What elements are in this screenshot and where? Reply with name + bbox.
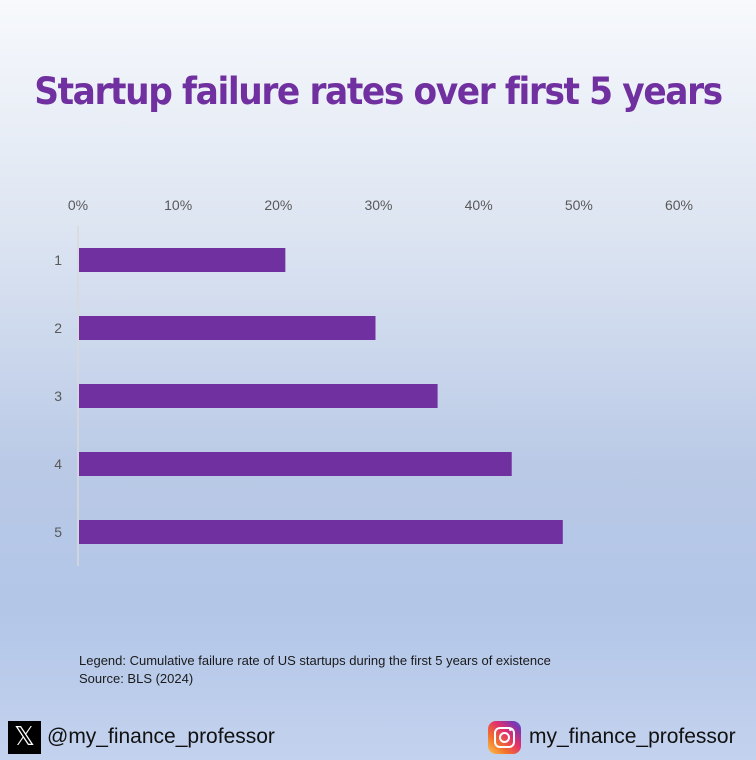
bar-year-1 <box>79 248 286 272</box>
x-logo-icon: 𝕏 <box>8 720 41 754</box>
x-tick-label: 50% <box>565 197 593 213</box>
bar-year-5 <box>79 520 563 544</box>
y-axis-ticks: 1 2 3 4 5 <box>54 252 62 540</box>
y-tick-label: 5 <box>54 524 62 540</box>
legend-note: Legend: Cumulative failure rate of US st… <box>79 652 551 688</box>
x-tick-label: 0% <box>68 197 88 213</box>
y-tick-label: 3 <box>54 388 62 404</box>
instagram-icon <box>488 720 521 754</box>
x-tick-label: 10% <box>164 197 192 213</box>
bar-year-3 <box>79 384 438 408</box>
instagram-handle[interactable]: my_finance_professor <box>488 720 736 754</box>
y-tick-label: 2 <box>54 320 62 336</box>
x-tick-label: 60% <box>665 197 693 213</box>
bars <box>79 248 563 544</box>
instagram-handle-text: my_finance_professor <box>529 725 736 748</box>
bar-year-2 <box>79 316 376 340</box>
bar-year-4 <box>79 452 512 476</box>
x-handle-text: @my_finance_professor <box>47 725 275 748</box>
legend-text: Legend: Cumulative failure rate of US st… <box>79 653 551 668</box>
x-tick-label: 40% <box>465 197 493 213</box>
y-tick-label: 4 <box>54 456 62 472</box>
x-handle[interactable]: 𝕏 @my_finance_professor <box>8 720 275 754</box>
bar-chart: 0% 10% 20% 30% 40% 50% 60% 1 2 3 4 5 <box>54 197 693 566</box>
y-tick-label: 1 <box>54 252 62 268</box>
source-text: Source: BLS (2024) <box>79 671 194 686</box>
chart-title: Startup failure rates over first 5 years <box>34 70 723 113</box>
x-tick-label: 20% <box>264 197 292 213</box>
x-tick-label: 30% <box>364 197 392 213</box>
x-axis-ticks: 0% 10% 20% 30% 40% 50% 60% <box>68 197 693 213</box>
